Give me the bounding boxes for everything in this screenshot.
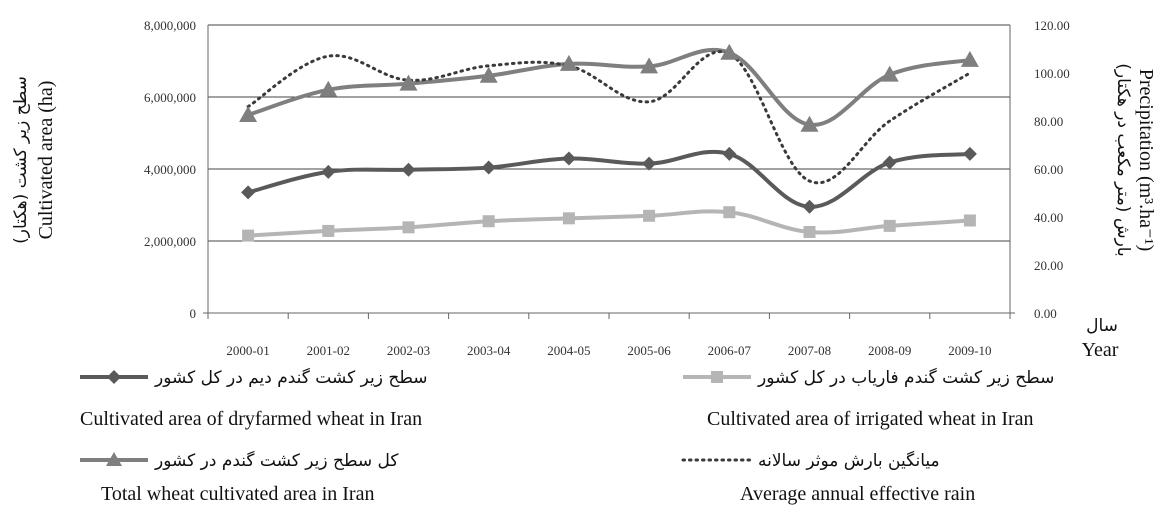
x-tick-label: 2006-07 [708, 343, 752, 358]
y-left-tick-label: 0 [190, 306, 197, 321]
series-line-total [246, 47, 972, 127]
legend-label-irrigated-fa: سطح زیر کشت گندم فاریاب در کل کشور [757, 367, 1054, 388]
left-axis-title-fa: سطح زیر کشت (هکتار) [11, 76, 31, 244]
gridlines [208, 24, 1010, 242]
x-tick-label: 2002-03 [387, 343, 430, 358]
data-point-irrigated [883, 219, 896, 232]
data-point-irrigated [322, 224, 335, 237]
legend-label-total-en: Total wheat cultivated area in Iran [101, 483, 374, 505]
y-right-tick-label: 60.00 [1034, 162, 1063, 177]
y-right-tick-label: 120.00 [1034, 18, 1070, 33]
x-tick-label: 2007-08 [788, 343, 831, 358]
data-point-total [800, 115, 819, 132]
data-point-dryfarmed [882, 155, 897, 170]
legend-label-dryfarmed-fa: سطح زیر کشت گندم دیم در کل کشور [154, 367, 428, 388]
legend-marker-dryfarmed [107, 370, 121, 384]
data-point-dryfarmed [722, 146, 737, 161]
data-point-dryfarmed [642, 156, 657, 171]
y-left-tick-label: 6,000,000 [144, 90, 196, 105]
legend-marker-irrigated [711, 371, 723, 383]
axes [203, 25, 1015, 319]
legend-label-irrigated-en: Cultivated area of irrigated wheat in Ir… [707, 408, 1034, 430]
data-point-dryfarmed [481, 160, 496, 175]
data-point-total [880, 65, 899, 82]
data-point-total [640, 57, 659, 74]
y-right-tick-label: 40.00 [1034, 210, 1063, 225]
data-point-total [399, 74, 418, 91]
x-tick-label: 2009-10 [948, 343, 991, 358]
legend-marker-total [106, 452, 122, 466]
data-point-irrigated [402, 221, 415, 234]
data-point-irrigated [643, 209, 656, 222]
data-point-dryfarmed [962, 146, 977, 161]
data-point-total [239, 106, 258, 122]
right-axis-title-en: Precipitation (m³.ha⁻¹) [1135, 69, 1157, 252]
data-point-dryfarmed [401, 162, 416, 177]
y-right-tick-label: 0.00 [1034, 306, 1057, 321]
y-left-tick-label: 8,000,000 [144, 18, 196, 33]
legend-label-rain-fa: میانگین بارش موثر سالانه [758, 450, 940, 471]
data-point-dryfarmed [802, 199, 817, 214]
x-tick-label: 2003-04 [467, 343, 511, 358]
legend-item-irrigated: سطح زیر کشت گندم فاریاب در کل کشور Culti… [683, 367, 1054, 430]
y-right-tick-label: 20.00 [1034, 258, 1063, 273]
right-axis-ticks: 0.00 20.00 40.00 60.00 80.00 100.00 120.00 [1034, 18, 1070, 321]
data-point-dryfarmed [241, 185, 256, 200]
y-right-tick-label: 100.00 [1034, 66, 1070, 81]
legend-item-total: کل سطح زیر کشت گندم در کشور Total wheat … [80, 450, 399, 505]
legend-label-total-fa: کل سطح زیر کشت گندم در کشور [154, 450, 399, 471]
y-right-tick-label: 80.00 [1034, 114, 1063, 129]
data-point-total [559, 54, 578, 71]
x-tick-label: 2004-05 [547, 343, 590, 358]
data-point-irrigated [723, 206, 736, 219]
x-axis-title-en: Year [1082, 339, 1119, 361]
series-line-dryfarmed [246, 149, 972, 209]
legend-item-rain: میانگین بارش موثر سالانه Average annual … [681, 450, 975, 505]
right-axis-title-fa: بارش (متر مکعب در هکتار) [1113, 63, 1133, 256]
x-tick-label: 2005-06 [627, 343, 671, 358]
left-axis-ticks: 0 2,000,000 4,000,000 6,000,000 8,000,000 [144, 18, 196, 321]
series-markers [239, 43, 979, 242]
x-tick-label: 2001-02 [307, 343, 350, 358]
data-point-irrigated [963, 214, 976, 227]
data-point-irrigated [482, 215, 495, 228]
legend: سطح زیر کشت گندم دیم در کل کشور Cultivat… [80, 367, 1054, 505]
series-line-rain [246, 50, 972, 185]
legend-label-dryfarmed-en: Cultivated area of dryfarmed wheat in Ir… [80, 408, 422, 430]
data-point-dryfarmed [321, 164, 336, 179]
y-left-tick-label: 4,000,000 [144, 162, 196, 177]
data-point-total [479, 66, 498, 83]
data-point-irrigated [242, 229, 255, 242]
series-lines [246, 47, 972, 238]
x-tick-label: 2008-09 [868, 343, 911, 358]
data-point-irrigated [803, 226, 816, 238]
data-point-total [720, 43, 739, 60]
data-point-irrigated [562, 212, 575, 225]
y-left-tick-label: 2,000,000 [144, 234, 196, 249]
data-point-dryfarmed [561, 151, 576, 166]
x-tick-label: 2000-01 [226, 343, 269, 358]
legend-item-dryfarmed: سطح زیر کشت گندم دیم در کل کشور Cultivat… [80, 367, 428, 430]
x-axis-ticks: 2000-01 2001-02 2002-03 2003-04 2004-05 2005-… [226, 343, 991, 358]
data-point-total [319, 80, 338, 97]
x-axis-title-fa: سال [1086, 316, 1118, 336]
data-point-total [960, 50, 979, 67]
series-line-irrigated [246, 209, 972, 238]
left-axis-title-en: Cultivated area (ha) [35, 81, 57, 240]
legend-label-rain-en: Average annual effective rain [740, 483, 975, 505]
